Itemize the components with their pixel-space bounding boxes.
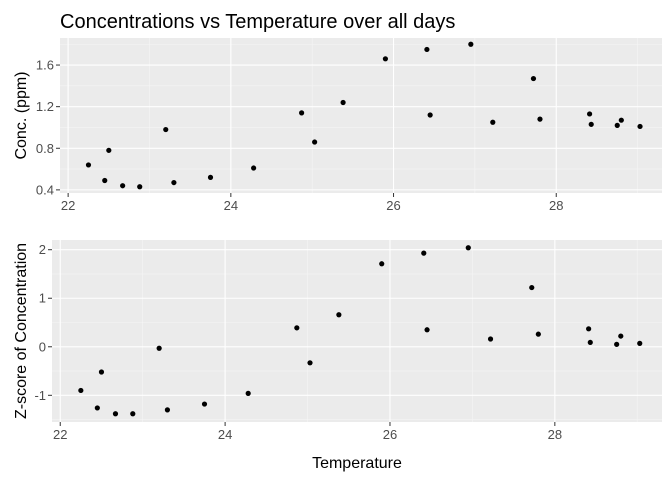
data-point bbox=[164, 407, 171, 413]
data-point bbox=[618, 333, 624, 339]
data-point bbox=[171, 179, 177, 186]
x-tick-label: 24 bbox=[224, 198, 238, 213]
data-point bbox=[382, 56, 389, 62]
data-point bbox=[94, 405, 100, 411]
data-point bbox=[637, 340, 643, 346]
panel-2: 22 24 26 28 -1 0 1 2 Z-score of Concentration Tem… bbox=[13, 240, 662, 472]
data-point bbox=[307, 360, 313, 366]
data-point bbox=[421, 250, 427, 256]
data-point bbox=[586, 111, 593, 117]
y-tick-label: 1.6 bbox=[36, 58, 54, 73]
data-point bbox=[336, 312, 342, 318]
x-tick-label: 24 bbox=[218, 427, 232, 442]
data-point bbox=[587, 339, 593, 346]
data-point bbox=[299, 110, 305, 116]
data-point bbox=[112, 411, 119, 417]
y-tick-label: 2 bbox=[39, 242, 46, 257]
data-point bbox=[424, 327, 430, 333]
chart-panels: 22 24 26 28 0.4 0.8 1.2 1.6 Conc. (ppm) 22 24 26 28 -… bbox=[13, 38, 662, 472]
x-axis-label: Temperature bbox=[312, 455, 402, 472]
data-point bbox=[618, 117, 624, 123]
data-point bbox=[588, 121, 594, 127]
data-point bbox=[535, 331, 541, 337]
x-tick-label: 26 bbox=[386, 198, 400, 213]
data-point bbox=[156, 345, 162, 351]
data-point bbox=[614, 122, 620, 128]
x-tick-label: 22 bbox=[61, 198, 75, 213]
data-point bbox=[102, 177, 108, 184]
data-point bbox=[465, 245, 471, 251]
data-point bbox=[424, 46, 430, 53]
data-point bbox=[294, 325, 300, 331]
data-point bbox=[379, 261, 385, 267]
y-tick-label: -1 bbox=[34, 388, 46, 403]
data-point bbox=[487, 336, 494, 342]
x-tick-label: 26 bbox=[383, 427, 397, 442]
y-tick-label: 0.4 bbox=[36, 182, 54, 197]
data-point bbox=[637, 123, 643, 130]
data-point bbox=[207, 174, 214, 180]
data-point bbox=[614, 341, 620, 347]
data-point bbox=[251, 165, 257, 171]
panel-1: 22 24 26 28 0.4 0.8 1.2 1.6 Conc. (ppm) bbox=[13, 38, 662, 213]
x-tick-label: 22 bbox=[53, 427, 67, 442]
data-point bbox=[427, 112, 433, 118]
data-point bbox=[130, 411, 136, 417]
data-point bbox=[85, 162, 92, 168]
chart-title: Concentrations vs Temperature over all d… bbox=[60, 11, 455, 33]
data-point bbox=[312, 139, 318, 145]
x-tick-label: 28 bbox=[549, 198, 563, 213]
data-point bbox=[120, 183, 126, 189]
data-point bbox=[490, 119, 496, 125]
data-point bbox=[98, 369, 105, 375]
y-tick-label: 0 bbox=[39, 339, 46, 354]
data-point bbox=[137, 184, 143, 190]
data-point bbox=[245, 390, 251, 396]
data-point bbox=[78, 387, 84, 394]
y-axis-label: Z-score of Concentration bbox=[13, 243, 30, 419]
panel-background bbox=[52, 240, 662, 422]
panel-background bbox=[60, 38, 662, 193]
data-point bbox=[340, 99, 346, 106]
x-tick-label: 28 bbox=[548, 427, 562, 442]
y-tick-label: 1.2 bbox=[36, 99, 54, 114]
y-tick-label: 0.8 bbox=[36, 141, 54, 156]
data-point bbox=[537, 116, 543, 122]
data-point bbox=[163, 126, 169, 133]
data-point bbox=[529, 284, 535, 291]
data-point bbox=[201, 401, 208, 407]
y-tick-label: 1 bbox=[39, 291, 46, 306]
data-point bbox=[468, 41, 474, 47]
data-point bbox=[106, 147, 112, 153]
data-point bbox=[530, 75, 537, 82]
y-axis-label: Conc. (ppm) bbox=[13, 71, 30, 159]
data-point bbox=[586, 326, 592, 332]
